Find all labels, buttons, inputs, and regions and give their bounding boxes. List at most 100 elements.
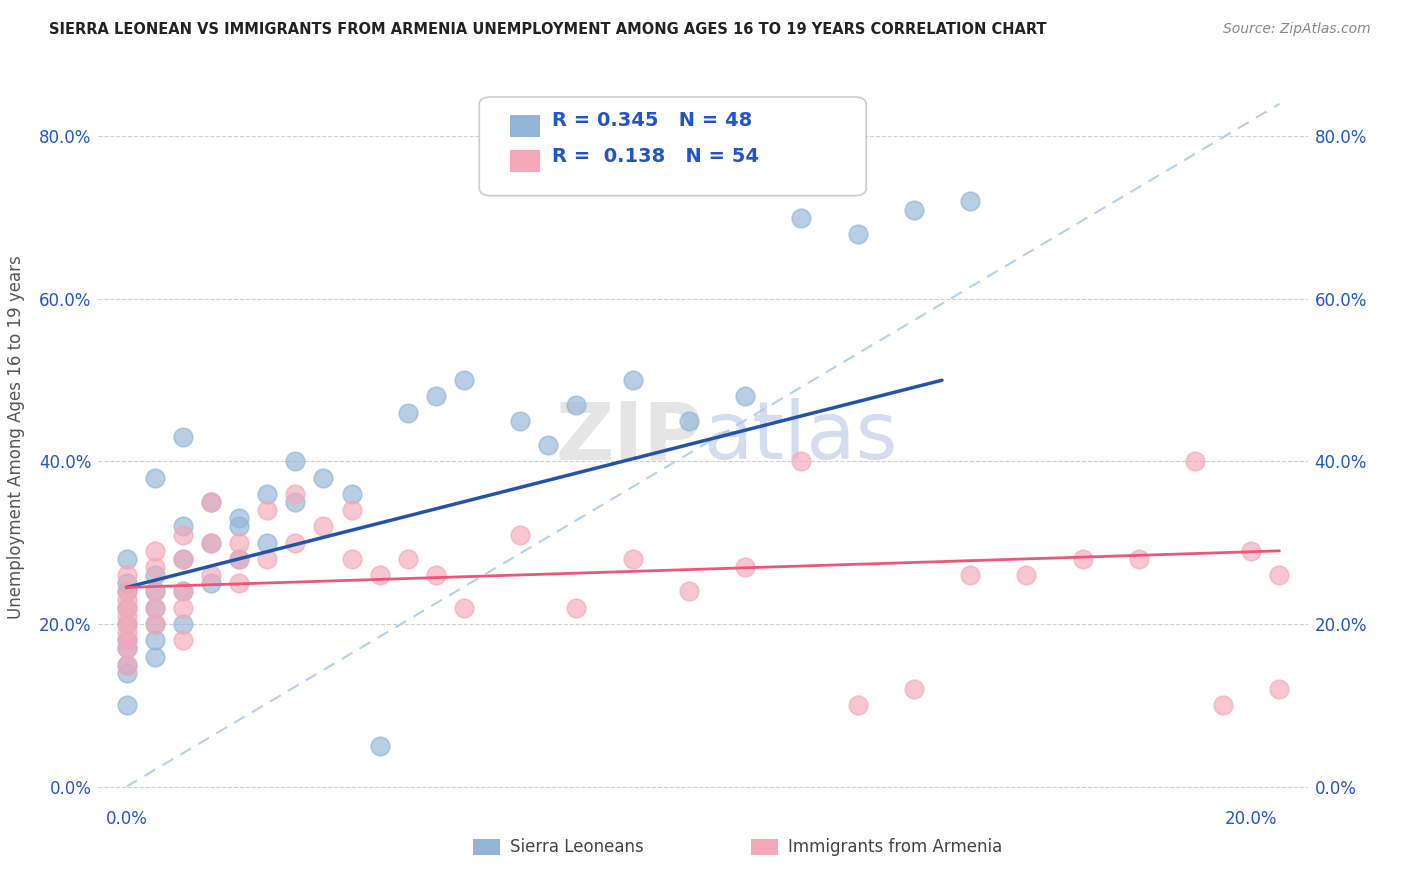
Text: Source: ZipAtlas.com: Source: ZipAtlas.com <box>1223 22 1371 37</box>
Point <box>959 194 981 209</box>
Point <box>396 552 419 566</box>
Point <box>143 600 166 615</box>
Point <box>115 600 138 615</box>
Point <box>143 544 166 558</box>
Point <box>115 665 138 680</box>
Point <box>172 584 194 599</box>
Text: R = 0.345   N = 48: R = 0.345 N = 48 <box>551 111 752 130</box>
Point <box>312 519 335 533</box>
Point <box>621 552 644 566</box>
Point <box>1212 698 1234 713</box>
Point <box>172 584 194 599</box>
Point <box>200 535 222 549</box>
Point <box>115 568 138 582</box>
Point <box>143 568 166 582</box>
Point <box>115 552 138 566</box>
Point <box>1128 552 1150 566</box>
Point <box>115 657 138 672</box>
Point <box>846 698 869 713</box>
Point <box>115 584 138 599</box>
Point <box>678 584 700 599</box>
Point <box>1071 552 1094 566</box>
Point <box>1268 681 1291 696</box>
Point <box>200 495 222 509</box>
Point <box>790 211 813 225</box>
Point <box>172 552 194 566</box>
Point <box>115 617 138 632</box>
Point <box>115 641 138 656</box>
Point <box>115 576 138 591</box>
Y-axis label: Unemployment Among Ages 16 to 19 years: Unemployment Among Ages 16 to 19 years <box>7 255 25 619</box>
Point <box>172 617 194 632</box>
Point <box>143 617 166 632</box>
Point <box>200 576 222 591</box>
Point <box>312 471 335 485</box>
Point <box>228 519 250 533</box>
Point <box>284 454 307 468</box>
Point <box>115 641 138 656</box>
Point <box>115 698 138 713</box>
Point <box>143 584 166 599</box>
Point <box>959 568 981 582</box>
FancyBboxPatch shape <box>479 97 866 195</box>
Point <box>368 568 391 582</box>
Point <box>537 438 560 452</box>
Point <box>284 495 307 509</box>
Point <box>1268 568 1291 582</box>
Text: Sierra Leoneans: Sierra Leoneans <box>509 838 644 855</box>
Point <box>678 414 700 428</box>
Point <box>228 511 250 525</box>
Point <box>228 576 250 591</box>
Point <box>256 503 278 517</box>
Bar <box>474 839 501 855</box>
Point <box>256 535 278 549</box>
Point <box>143 584 166 599</box>
Point <box>790 454 813 468</box>
Point <box>340 552 363 566</box>
Bar <box>751 839 778 855</box>
Point <box>565 600 588 615</box>
Point <box>115 608 138 623</box>
Point <box>284 535 307 549</box>
Point <box>228 552 250 566</box>
Point <box>115 592 138 607</box>
Point <box>284 487 307 501</box>
Point <box>1015 568 1038 582</box>
Point <box>734 389 756 403</box>
Point <box>172 633 194 648</box>
Point <box>734 560 756 574</box>
Point <box>143 617 166 632</box>
Point <box>115 633 138 648</box>
Point <box>565 398 588 412</box>
Point <box>256 487 278 501</box>
Point <box>621 373 644 387</box>
Point <box>143 633 166 648</box>
Point <box>172 519 194 533</box>
Point <box>256 552 278 566</box>
Point <box>340 503 363 517</box>
Bar <box>509 150 540 171</box>
Point <box>509 414 531 428</box>
Text: ZIP: ZIP <box>555 398 703 476</box>
Point <box>143 560 166 574</box>
Point <box>340 487 363 501</box>
Point <box>425 389 447 403</box>
Point <box>200 495 222 509</box>
Point <box>396 406 419 420</box>
Point <box>172 600 194 615</box>
Point <box>453 373 475 387</box>
Point <box>143 649 166 664</box>
Point <box>200 568 222 582</box>
Text: Immigrants from Armenia: Immigrants from Armenia <box>787 838 1002 855</box>
Point <box>846 227 869 241</box>
Point <box>509 527 531 541</box>
Point <box>115 584 138 599</box>
Point <box>453 600 475 615</box>
Point <box>172 430 194 444</box>
Point <box>368 739 391 753</box>
Point <box>425 568 447 582</box>
Text: SIERRA LEONEAN VS IMMIGRANTS FROM ARMENIA UNEMPLOYMENT AMONG AGES 16 TO 19 YEARS: SIERRA LEONEAN VS IMMIGRANTS FROM ARMENI… <box>49 22 1047 37</box>
Point <box>228 535 250 549</box>
Text: R =  0.138   N = 54: R = 0.138 N = 54 <box>551 147 759 167</box>
Point <box>172 527 194 541</box>
